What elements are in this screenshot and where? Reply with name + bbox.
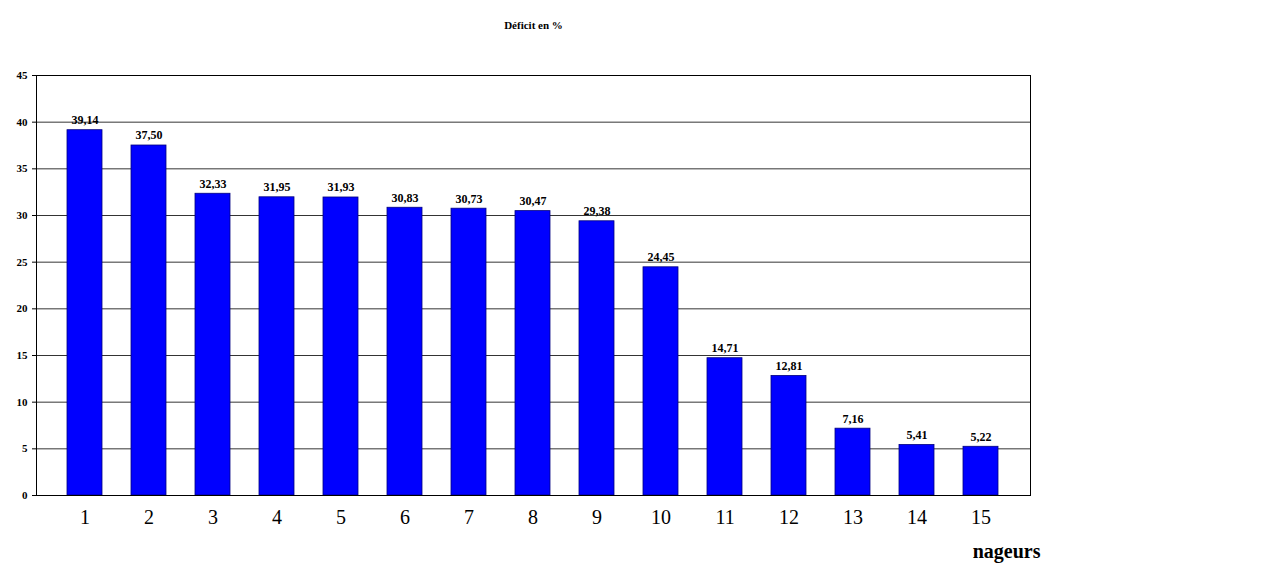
svg-text:10: 10	[651, 506, 671, 528]
svg-text:5: 5	[22, 442, 28, 454]
svg-text:25: 25	[17, 256, 29, 268]
svg-text:1: 1	[80, 506, 90, 528]
svg-text:15: 15	[17, 349, 29, 361]
svg-text:Déficit en %: Déficit en %	[504, 19, 563, 31]
svg-text:20: 20	[17, 302, 29, 314]
svg-text:6: 6	[400, 506, 410, 528]
svg-text:12: 12	[779, 506, 799, 528]
svg-text:9: 9	[592, 506, 602, 528]
svg-text:7: 7	[464, 506, 474, 528]
svg-text:5: 5	[336, 506, 346, 528]
svg-text:37,50: 37,50	[136, 128, 163, 142]
svg-text:8: 8	[528, 506, 538, 528]
svg-text:nageurs: nageurs	[973, 540, 1041, 563]
svg-text:30: 30	[17, 209, 29, 221]
svg-text:5,22: 5,22	[971, 430, 992, 444]
svg-text:24,45: 24,45	[648, 250, 675, 264]
svg-text:14,71: 14,71	[712, 341, 739, 355]
svg-text:3: 3	[208, 506, 218, 528]
svg-text:32,33: 32,33	[200, 177, 227, 191]
svg-text:5,41: 5,41	[907, 428, 928, 442]
svg-text:12,81: 12,81	[776, 359, 803, 373]
svg-text:31,95: 31,95	[264, 180, 291, 194]
svg-text:30,73: 30,73	[456, 192, 483, 206]
svg-text:13: 13	[843, 506, 863, 528]
svg-text:10: 10	[17, 396, 29, 408]
svg-text:30,83: 30,83	[392, 191, 419, 205]
svg-text:30,47: 30,47	[520, 194, 547, 208]
svg-text:31,93: 31,93	[328, 180, 355, 194]
svg-text:11: 11	[715, 506, 734, 528]
svg-text:14: 14	[907, 506, 927, 528]
svg-text:15: 15	[971, 506, 991, 528]
svg-text:40: 40	[17, 116, 29, 128]
svg-text:39,14: 39,14	[72, 113, 99, 127]
svg-text:0: 0	[22, 489, 28, 501]
svg-text:7,16: 7,16	[843, 412, 864, 426]
svg-text:45: 45	[17, 69, 29, 81]
svg-text:2: 2	[144, 506, 154, 528]
svg-text:29,38: 29,38	[584, 204, 611, 218]
svg-text:4: 4	[272, 506, 282, 528]
svg-text:35: 35	[17, 162, 29, 174]
